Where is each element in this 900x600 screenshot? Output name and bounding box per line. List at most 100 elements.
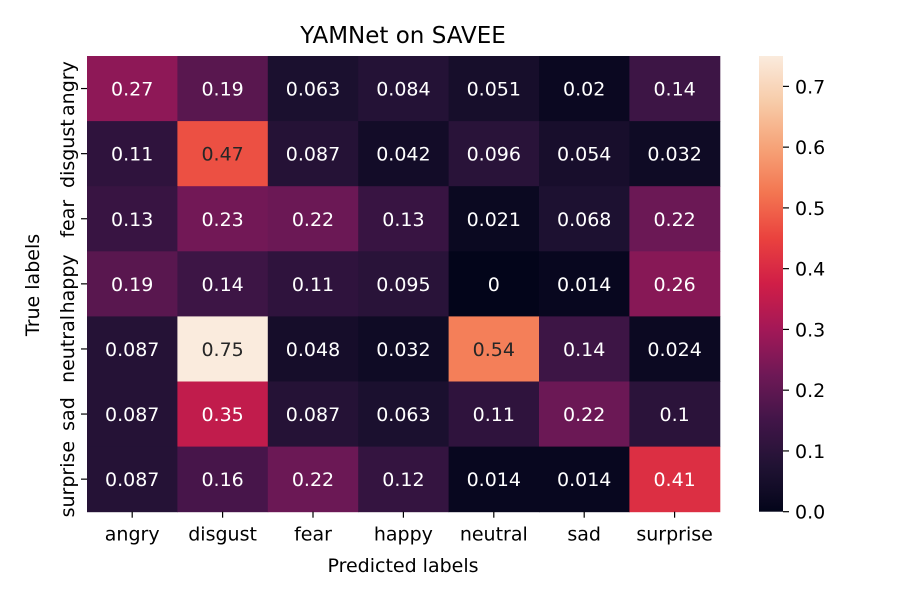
heatmap-cell [629,56,721,122]
heatmap-cell [539,446,630,513]
heatmap-cell [177,381,269,448]
y-tick-label: neutral [57,315,79,383]
cell-value-label: 0.087 [286,144,340,166]
cell-value-label: 0.19 [201,79,243,101]
heatmap-cell [358,186,450,252]
heatmap-cell [177,121,269,187]
cell-value-label: 0.048 [286,339,340,361]
heatmap-cell [87,446,178,513]
cell-value-label: 0.26 [653,274,695,296]
heatmap-cell [87,316,178,382]
heatmap-cell [629,316,721,382]
colorbar-tick-label: 0.0 [795,502,825,524]
colorbar-tick-label: 0.4 [795,259,825,281]
cell-value-label: 0.014 [467,469,521,491]
cell-value-label: 0.095 [376,274,430,296]
cell-value-label: 0.051 [467,79,521,101]
heatmap-cell [267,251,359,317]
cell-value-label: 0.054 [557,144,611,166]
cell-value-label: 0.13 [382,209,424,231]
colorbar [759,56,783,512]
heatmap-cell [629,381,721,448]
heatmap-cell [629,121,721,187]
cell-value-label: 0.042 [376,144,430,166]
heatmap-cell [87,186,178,252]
colorbar-tick-label: 0.1 [795,441,825,463]
cell-value-label: 0.032 [376,339,430,361]
x-tick-label: angry [105,524,160,546]
y-tick-label: disgust [57,119,79,188]
cell-value-label: 0.47 [201,144,243,166]
cell-value-label: 0.14 [201,274,243,296]
cell-value-label: 0.068 [557,209,611,231]
heatmap-cell [358,121,450,187]
heatmap-cell [177,56,269,122]
heatmap-cell [448,381,540,448]
x-tick-label: surprise [636,524,713,546]
heatmap-cell [629,186,721,252]
heatmap-cell [87,121,178,187]
y-axis-label: True labels [22,234,44,337]
x-axis-label: Predicted labels [327,555,478,577]
cell-value-label: 0 [488,274,500,296]
cell-value-label: 0.12 [382,469,424,491]
y-tick-label: happy [57,254,79,313]
cell-value-label: 0.096 [467,144,521,166]
colorbar-tick-label: 0.7 [795,76,825,98]
cell-value-label: 0.22 [653,209,695,231]
heatmap-cells: 0.27 0.19 0.063 0.084 0.051 0.02 0.14 0.11 0.47 0… [87,56,721,513]
heatmap-cell [267,121,359,187]
cell-value-label: 0.063 [376,404,430,426]
cell-value-label: 0.14 [653,79,695,101]
heatmap-cell [358,446,450,513]
heatmap-cell [358,316,450,382]
cell-value-label: 0.014 [557,469,611,491]
heatmap-cell [267,56,359,122]
cell-value-label: 0.16 [201,469,243,491]
cell-value-label: 0.087 [105,339,159,361]
colorbar-tick-label: 0.6 [795,137,825,159]
x-tick-labels: angry disgust fear happy neutral sad surprise [105,511,713,546]
heatmap-cell [87,56,178,122]
x-tick-label: neutral [460,524,528,546]
heatmap-cell [448,316,540,382]
cell-value-label: 0.11 [292,274,334,296]
colorbar-tick-label: 0.2 [795,380,825,402]
heatmap-cell [177,186,269,252]
cell-value-label: 0.35 [201,404,243,426]
x-tick-label: happy [374,524,433,546]
heatmap-cell [358,56,450,122]
heatmap-cell [629,446,721,513]
cell-value-label: 0.14 [563,339,605,361]
heatmap-cell [267,381,359,448]
cell-value-label: 0.22 [292,209,334,231]
cell-value-label: 0.13 [111,209,153,231]
cell-value-label: 0.22 [292,469,334,491]
cell-value-label: 0.19 [111,274,153,296]
heatmap-cell [267,316,359,382]
x-tick-label: sad [567,524,601,546]
heatmap-cell [539,381,630,448]
colorbar-tick-label: 0.3 [795,319,825,341]
cell-value-label: 0.11 [473,404,515,426]
chart-title: YAMNet on SAVEE [299,23,506,49]
cell-value-label: 0.014 [557,274,611,296]
heatmap-cell [539,186,630,252]
cell-value-label: 0.1 [659,404,689,426]
heatmap-cell [539,251,630,317]
heatmap-cell [629,251,721,317]
heatmap-cell [448,251,540,317]
cell-value-label: 0.021 [467,209,521,231]
y-tick-label: fear [57,200,79,238]
cell-value-label: 0.087 [105,469,159,491]
cell-value-label: 0.02 [563,79,605,101]
colorbar-ticks: 0.0 0.1 0.2 0.3 0.4 0.5 0.6 0.7 [783,76,825,524]
heatmap-cell [177,446,269,513]
heatmap-cell [539,56,630,122]
cell-value-label: 0.23 [201,209,243,231]
y-tick-label: surprise [57,441,79,518]
cell-value-label: 0.024 [647,339,701,361]
cell-value-label: 0.75 [201,339,243,361]
